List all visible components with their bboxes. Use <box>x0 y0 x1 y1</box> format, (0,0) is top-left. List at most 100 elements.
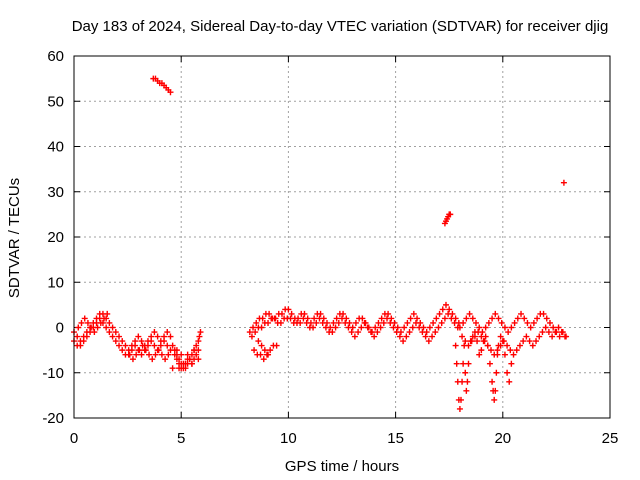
data-point <box>552 329 559 336</box>
data-points <box>71 75 570 412</box>
data-point <box>248 333 255 340</box>
data-point <box>81 315 88 322</box>
data-point <box>550 324 557 331</box>
data-point <box>500 338 507 345</box>
data-point <box>497 342 504 349</box>
data-point <box>561 333 568 340</box>
data-point <box>253 319 260 326</box>
series-wave-g <box>459 324 568 358</box>
data-point <box>492 310 499 317</box>
data-point <box>371 333 378 340</box>
data-point <box>377 324 384 331</box>
data-point <box>409 324 416 331</box>
series-outlier-23h <box>560 179 567 186</box>
data-point <box>136 347 143 354</box>
data-point <box>474 338 481 345</box>
data-point <box>104 310 111 317</box>
data-point <box>459 333 466 340</box>
data-point <box>158 351 165 358</box>
data-point <box>109 324 116 331</box>
data-point <box>171 351 178 358</box>
data-point <box>191 347 198 354</box>
data-point <box>116 342 123 349</box>
data-point <box>322 324 329 331</box>
data-point <box>435 324 442 331</box>
data-point <box>367 329 374 336</box>
data-point <box>526 338 533 345</box>
data-point <box>511 319 518 326</box>
data-point <box>133 351 140 358</box>
data-point <box>112 338 119 345</box>
series-wave-a <box>71 310 174 354</box>
data-point <box>478 333 485 340</box>
plot-frame <box>73 55 611 419</box>
series-wave-e <box>248 310 461 345</box>
data-point <box>359 315 366 322</box>
data-point <box>452 342 459 349</box>
data-point <box>361 319 368 326</box>
data-point <box>390 324 397 331</box>
data-point <box>77 342 84 349</box>
data-point <box>257 351 264 358</box>
data-point <box>501 324 508 331</box>
data-point <box>534 315 541 322</box>
data-point <box>277 319 284 326</box>
data-point <box>169 342 176 349</box>
data-point <box>295 315 302 322</box>
data-point <box>135 333 142 340</box>
data-point <box>510 351 517 358</box>
data-point <box>445 310 452 317</box>
data-point <box>478 347 485 354</box>
data-point <box>488 347 495 354</box>
data-point <box>506 378 513 385</box>
data-point <box>311 315 318 322</box>
data-point <box>482 324 489 331</box>
data-point <box>265 319 272 326</box>
data-point <box>193 351 200 358</box>
data-point <box>332 324 339 331</box>
y-axis-label: SDTVAR / TECUs <box>6 178 23 298</box>
series-wave-f <box>456 310 570 340</box>
data-point <box>101 315 108 322</box>
data-point <box>514 315 521 322</box>
data-point <box>493 369 500 376</box>
data-point <box>520 338 527 345</box>
data-point <box>155 347 162 354</box>
data-point <box>536 333 543 340</box>
data-point <box>267 347 274 354</box>
data-point <box>94 324 101 331</box>
data-point <box>75 324 82 331</box>
data-point <box>468 338 475 345</box>
data-point <box>152 351 159 358</box>
data-point <box>419 329 426 336</box>
data-point <box>491 396 498 403</box>
data-point <box>182 360 189 367</box>
y-tick-label: -10 <box>42 365 64 382</box>
data-point <box>460 360 467 367</box>
series-group-9h <box>251 338 280 363</box>
series-wave-d <box>246 301 462 336</box>
data-point <box>148 338 155 345</box>
data-point <box>112 329 119 336</box>
data-point <box>539 329 546 336</box>
data-point <box>374 329 381 336</box>
x-axis-label: GPS time / hours <box>285 458 399 475</box>
data-point <box>103 324 110 331</box>
grid <box>74 56 610 418</box>
data-point <box>555 324 562 331</box>
data-point <box>144 342 151 349</box>
data-point <box>380 319 387 326</box>
data-point <box>425 338 432 345</box>
data-point <box>259 315 266 322</box>
data-point <box>74 333 81 340</box>
data-point <box>316 315 323 322</box>
data-point <box>329 329 336 336</box>
data-point <box>476 324 483 331</box>
data-point <box>429 333 436 340</box>
data-point <box>80 338 87 345</box>
data-point <box>146 351 153 358</box>
series-wave-c <box>75 310 172 363</box>
data-point <box>463 387 470 394</box>
